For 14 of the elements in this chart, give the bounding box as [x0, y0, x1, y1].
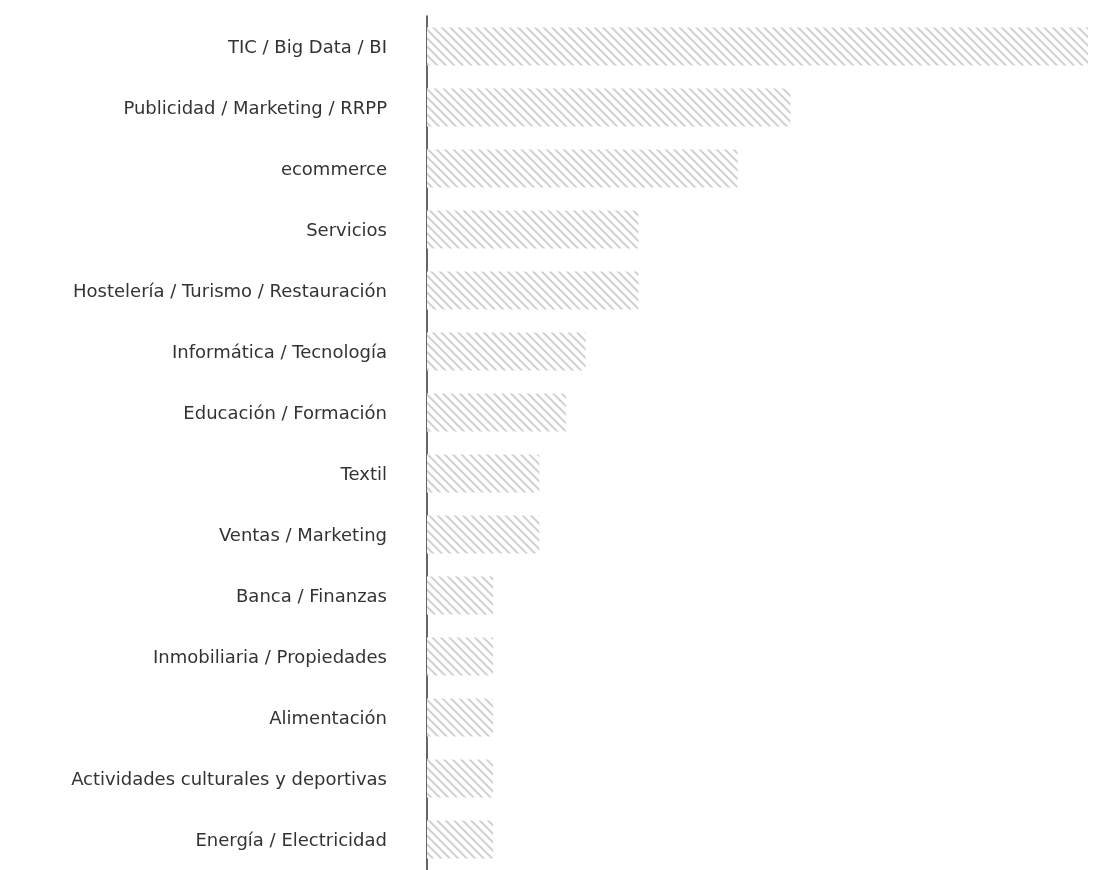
- y-tick-label: Informática / Tecnología: [171, 341, 387, 362]
- y-tick-label: Inmobiliaria / Propiedades: [152, 646, 387, 667]
- y-tick-label: Educación / Formación: [183, 402, 387, 423]
- y-tick-label: Hostelería / Turismo / Restauración: [73, 280, 387, 301]
- y-tick-label: Energía / Electricidad: [195, 829, 387, 850]
- y-tick-label: Actividades culturales y deportivas: [71, 768, 387, 789]
- y-tick-label: Textil: [339, 463, 387, 484]
- y-tick-label: Publicidad / Marketing / RRPP: [123, 97, 388, 118]
- y-tick-label: Servicios: [306, 219, 387, 240]
- y-tick-label: Ventas / Marketing: [218, 524, 387, 545]
- y-tick-label: Alimentación: [269, 707, 387, 728]
- y-tick-label: TIC / Big Data / BI: [226, 36, 387, 57]
- y-tick-label: ecommerce: [280, 158, 387, 179]
- y-tick-label: Banca / Finanzas: [236, 585, 387, 606]
